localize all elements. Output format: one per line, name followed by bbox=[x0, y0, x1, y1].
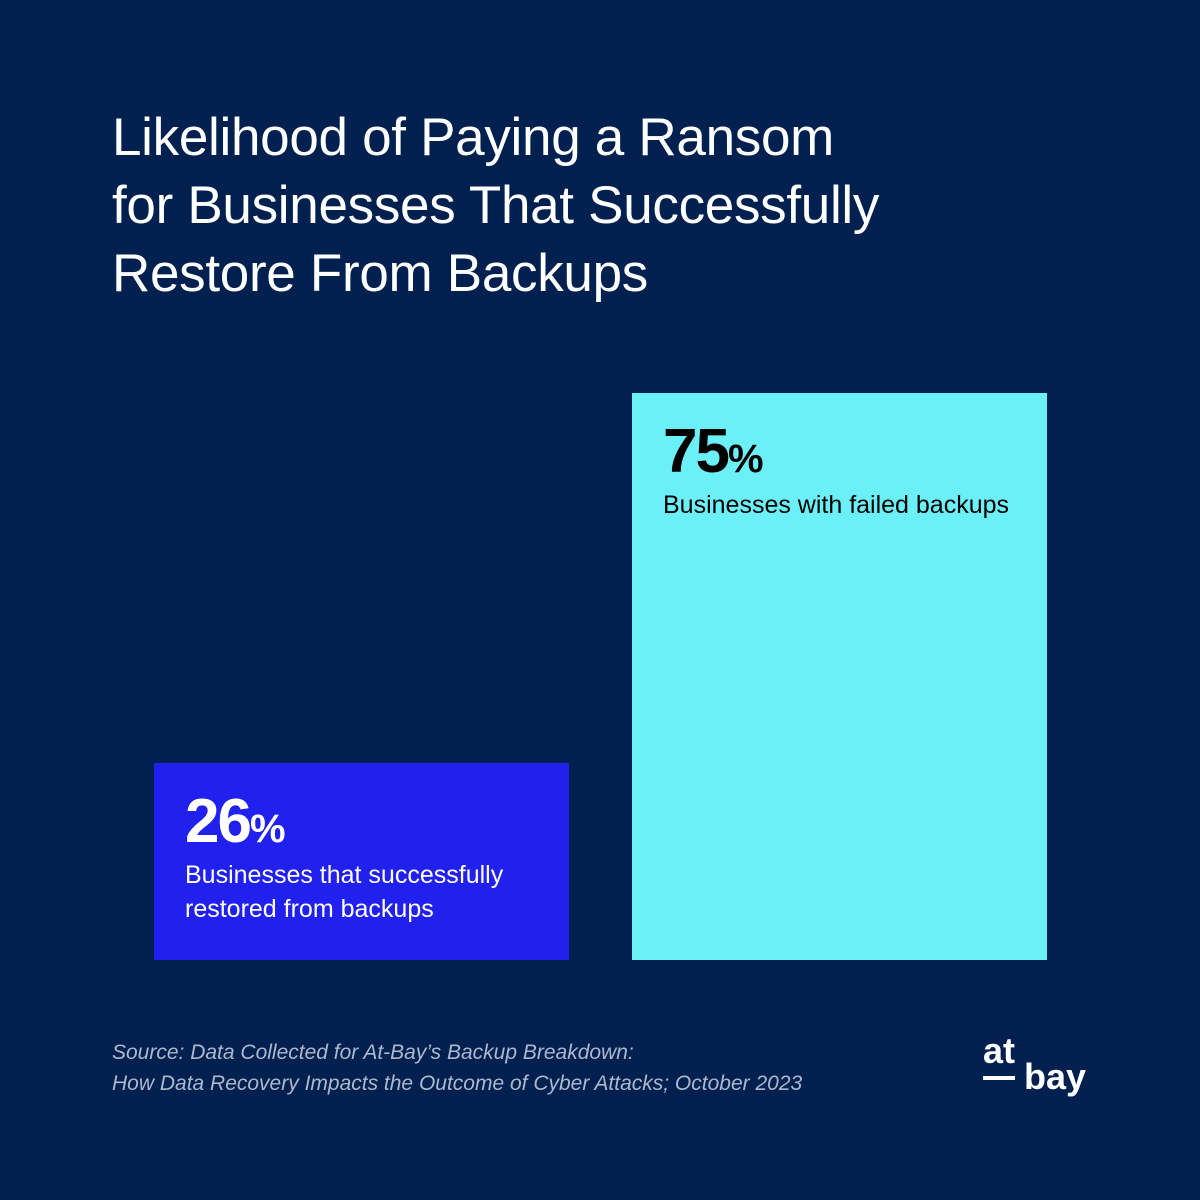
chart-title-line-3: Restore From Backups bbox=[112, 244, 648, 303]
logo-word-bay: bay bbox=[1024, 1056, 1087, 1097]
source-line-2: How Data Recovery Impacts the Outcome of… bbox=[112, 1072, 803, 1095]
bar-1: 26% Businesses that successfully restored … bbox=[154, 763, 569, 960]
chart-title-line-2: for Businesses That Successfully bbox=[112, 176, 880, 235]
source-note: Source: Data Collected for At-Bay’s Back… bbox=[112, 1037, 802, 1099]
source-line-1: Source: Data Collected for At-Bay’s Back… bbox=[112, 1041, 634, 1064]
logo-dash bbox=[983, 1076, 1015, 1080]
bar-2: 75% Businesses with failed backups bbox=[632, 393, 1047, 960]
bar-2-percent-sign: % bbox=[727, 437, 764, 481]
bar-2-value-label: 75% bbox=[663, 421, 764, 483]
chart-title-line-1: Likelihood of Paying a Ransom bbox=[112, 108, 834, 167]
bar-1-percent-sign: % bbox=[249, 807, 286, 852]
logo-word-at: at bbox=[983, 1030, 1016, 1071]
bar-2-value-number: 75 bbox=[663, 417, 730, 486]
bar-1-label-line-2: restored from backups bbox=[185, 895, 434, 924]
bar-1-value-label: 26% bbox=[185, 791, 286, 853]
at-bay-logo: at bay bbox=[980, 1032, 1100, 1102]
bar-1-category-label: Businesses that successfully restored fro… bbox=[185, 858, 549, 926]
bar-2-category-label: Businesses with failed backups bbox=[663, 488, 1027, 522]
bar-2-label-line-1: Businesses with failed backups bbox=[663, 491, 1010, 519]
bar-1-label-line-1: Businesses that successfully bbox=[185, 861, 504, 890]
bar-1-value-number: 26 bbox=[185, 787, 252, 857]
chart-title: Likelihood of Paying a Ransom for Busine… bbox=[112, 104, 1072, 308]
